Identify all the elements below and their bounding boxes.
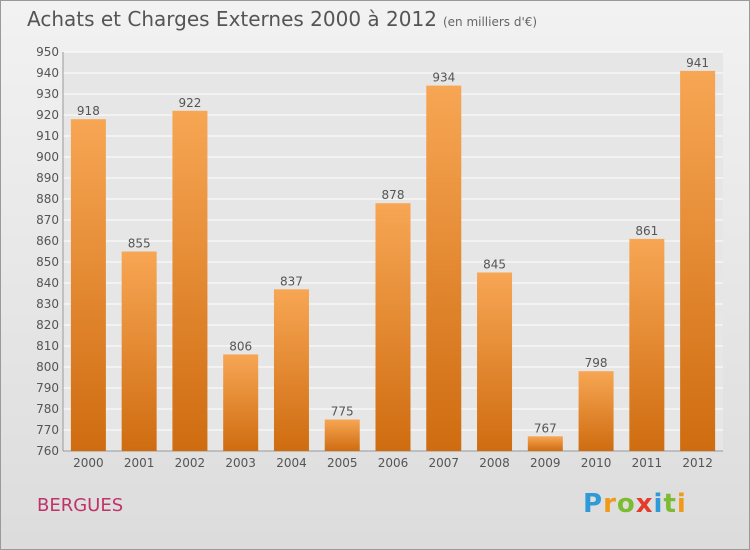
x-tick-label: 2009 xyxy=(530,456,561,470)
bar xyxy=(172,110,208,452)
y-tick-label: 840 xyxy=(36,276,59,290)
x-tick-label: 2002 xyxy=(175,456,206,470)
x-tick-label: 2005 xyxy=(327,456,358,470)
bar-value-label: 861 xyxy=(635,224,658,238)
bar-value-label: 845 xyxy=(483,258,506,272)
x-tick-label: 2011 xyxy=(632,456,663,470)
x-tick-label: 2008 xyxy=(479,456,510,470)
bar xyxy=(223,354,259,451)
y-tick-label: 810 xyxy=(36,339,59,353)
y-tick-label: 760 xyxy=(36,444,59,458)
x-tick-label: 2003 xyxy=(225,456,256,470)
bar-value-label: 918 xyxy=(77,104,100,118)
y-tick-label: 930 xyxy=(36,87,59,101)
y-tick-label: 820 xyxy=(36,318,59,332)
y-tick-label: 790 xyxy=(36,381,59,395)
chart-title: Achats et Charges Externes 2000 à 2012 (e… xyxy=(27,7,537,31)
chart-unit: (en milliers d'€) xyxy=(442,15,538,29)
bar-value-label: 941 xyxy=(686,56,709,70)
y-tick-label: 850 xyxy=(36,255,59,269)
bar xyxy=(578,371,614,451)
bar-value-label: 934 xyxy=(432,71,455,85)
x-tick-label: 2007 xyxy=(428,456,459,470)
place-name: BERGUES xyxy=(37,495,124,516)
bar xyxy=(680,70,716,452)
chart-title-text: Achats et Charges Externes 2000 à 2012 xyxy=(27,7,437,31)
x-tick-label: 2010 xyxy=(581,456,612,470)
bar-value-label: 878 xyxy=(382,188,405,202)
bar-value-label: 806 xyxy=(229,339,252,353)
bar xyxy=(375,203,411,451)
bar-value-label: 855 xyxy=(128,237,151,251)
bar-value-label: 767 xyxy=(534,421,557,435)
bar-value-label: 775 xyxy=(331,405,354,419)
bar xyxy=(121,251,157,451)
y-tick-label: 940 xyxy=(36,66,59,80)
y-tick-label: 880 xyxy=(36,192,59,206)
y-tick-label: 900 xyxy=(36,150,59,164)
proxiti-logo: Proxiti xyxy=(583,489,687,519)
bar xyxy=(273,289,309,451)
x-tick-label: 2000 xyxy=(73,456,104,470)
x-tick-label: 2012 xyxy=(682,456,713,470)
bar xyxy=(324,419,360,451)
y-tick-label: 780 xyxy=(36,402,59,416)
bar-value-label: 837 xyxy=(280,274,303,288)
x-tick-label: 2004 xyxy=(276,456,307,470)
y-tick-label: 830 xyxy=(36,297,59,311)
y-tick-label: 800 xyxy=(36,360,59,374)
y-tick-label: 870 xyxy=(36,213,59,227)
y-tick-label: 860 xyxy=(36,234,59,248)
bar xyxy=(629,238,665,451)
bar xyxy=(477,272,513,451)
y-tick-label: 890 xyxy=(36,171,59,185)
bar xyxy=(426,85,462,451)
bar-value-label: 922 xyxy=(178,96,201,110)
x-tick-label: 2006 xyxy=(378,456,409,470)
y-tick-label: 910 xyxy=(36,129,59,143)
y-tick-label: 920 xyxy=(36,108,59,122)
bar-value-label: 798 xyxy=(585,356,608,370)
y-tick-label: 770 xyxy=(36,423,59,437)
bar xyxy=(527,436,563,451)
y-tick-label: 950 xyxy=(36,45,59,59)
x-tick-label: 2001 xyxy=(124,456,155,470)
bar xyxy=(70,119,106,451)
